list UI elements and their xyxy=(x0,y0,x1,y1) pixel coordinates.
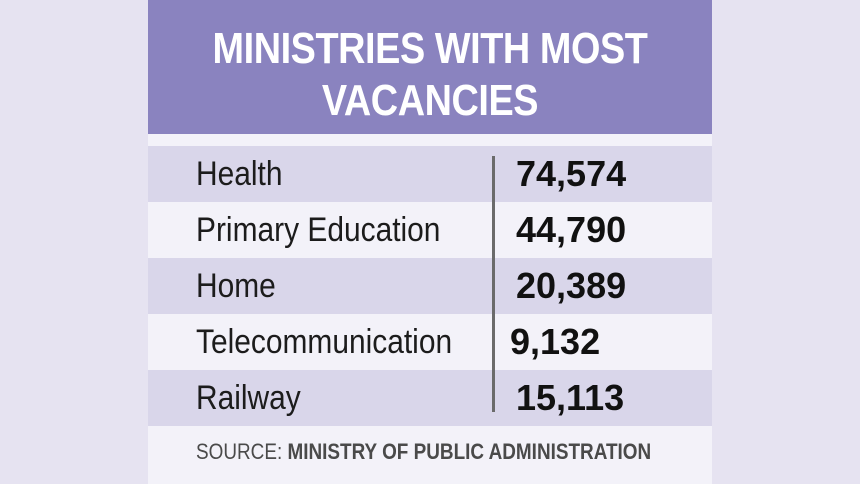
ministry-label: Railway xyxy=(196,379,301,417)
ministry-label: Primary Education xyxy=(196,211,441,249)
column-divider xyxy=(492,156,495,412)
title-line-1: MINISTRIES WITH MOST xyxy=(212,24,648,73)
table-row: Home 20,389 xyxy=(148,258,712,314)
title-banner: MINISTRIES WITH MOST VACANCIES xyxy=(148,0,712,134)
vacancy-value: 44,790 xyxy=(516,209,627,250)
vacancy-value: 15,113 xyxy=(516,377,625,418)
ministry-label: Home xyxy=(196,267,276,305)
vacancy-value: 74,574 xyxy=(516,153,627,194)
table-row: Primary Education 44,790 xyxy=(148,202,712,258)
vacancy-value: 20,389 xyxy=(516,265,627,306)
source-label: SOURCE: xyxy=(196,439,283,464)
table-row: Railway 15,113 xyxy=(148,370,712,426)
table-row: Telecommunication 9,132 xyxy=(148,314,712,370)
vacancy-value: 9,132 xyxy=(510,321,601,362)
infographic-card: MINISTRIES WITH MOST VACANCIES Health 74… xyxy=(148,0,712,484)
source-name: MINISTRY OF PUBLIC ADMINISTRATION xyxy=(287,439,652,464)
ministry-label: Telecommunication xyxy=(196,323,453,361)
title-line-2: VACANCIES xyxy=(321,76,539,125)
table-row: Health 74,574 xyxy=(148,146,712,202)
source-note: SOURCE: MINISTRY OF PUBLIC ADMINISTRATIO… xyxy=(196,437,651,467)
vacancy-table: Health 74,574 Primary Education 44,790 H… xyxy=(148,146,712,426)
ministry-label: Health xyxy=(196,155,283,193)
